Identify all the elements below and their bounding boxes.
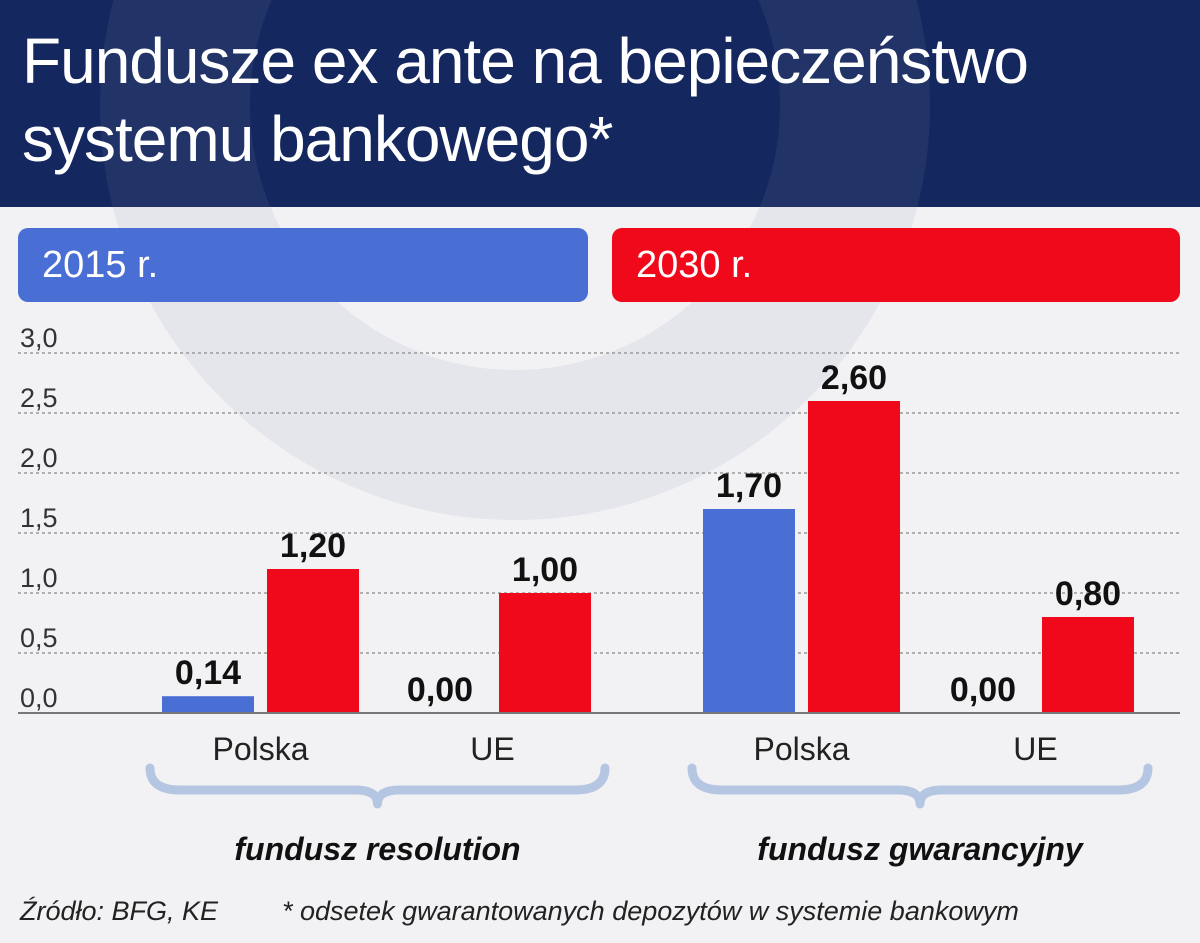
data-label: 0,80 xyxy=(1055,575,1121,613)
bar xyxy=(1042,617,1134,713)
chart-title: Fundusze ex ante na bepieczeństwo system… xyxy=(22,22,1029,178)
category-label: UE xyxy=(470,731,514,767)
chart-title-line-1: Fundusze ex ante na bepieczeństwo xyxy=(22,25,1029,97)
source-note: Źródło: BFG, KE xyxy=(20,896,219,926)
group-brace xyxy=(145,763,610,809)
bar xyxy=(267,569,359,713)
y-tick-label: 2,5 xyxy=(20,383,58,413)
data-label: 1,70 xyxy=(716,467,782,505)
y-tick-label: 1,0 xyxy=(20,563,58,593)
y-tick-label: 3,0 xyxy=(20,323,58,353)
footnote: * odsetek gwarantowanych depozytów w sys… xyxy=(282,896,1019,926)
category-label: Polska xyxy=(212,731,308,767)
y-tick-label: 0,0 xyxy=(20,683,58,713)
bar xyxy=(703,509,795,713)
data-label: 0,14 xyxy=(175,654,241,692)
y-tick-label: 2,0 xyxy=(20,443,58,473)
data-label: 1,00 xyxy=(512,551,578,589)
header-logo-ring xyxy=(100,0,930,207)
data-label: 2,60 xyxy=(821,359,887,397)
category-label: UE xyxy=(1013,731,1057,767)
bar xyxy=(499,593,591,713)
legend-item-2015: 2015 r. xyxy=(18,228,588,302)
bar xyxy=(162,696,254,713)
y-tick-label: 1,5 xyxy=(20,503,58,533)
data-label: 1,20 xyxy=(280,527,346,565)
group-label: fundusz gwarancyjny xyxy=(757,831,1085,867)
category-label: Polska xyxy=(753,731,849,767)
data-label: 0,00 xyxy=(950,671,1016,709)
y-tick-label: 0,5 xyxy=(20,623,58,653)
header-banner: Fundusze ex ante na bepieczeństwo system… xyxy=(0,0,1200,207)
chart-title-line-2: systemu bankowego* xyxy=(22,103,613,175)
group-brace xyxy=(687,763,1153,809)
legend-item-2030: 2030 r. xyxy=(612,228,1180,302)
bar xyxy=(808,401,900,713)
data-label: 0,00 xyxy=(407,671,473,709)
group-label: fundusz resolution xyxy=(234,831,520,867)
